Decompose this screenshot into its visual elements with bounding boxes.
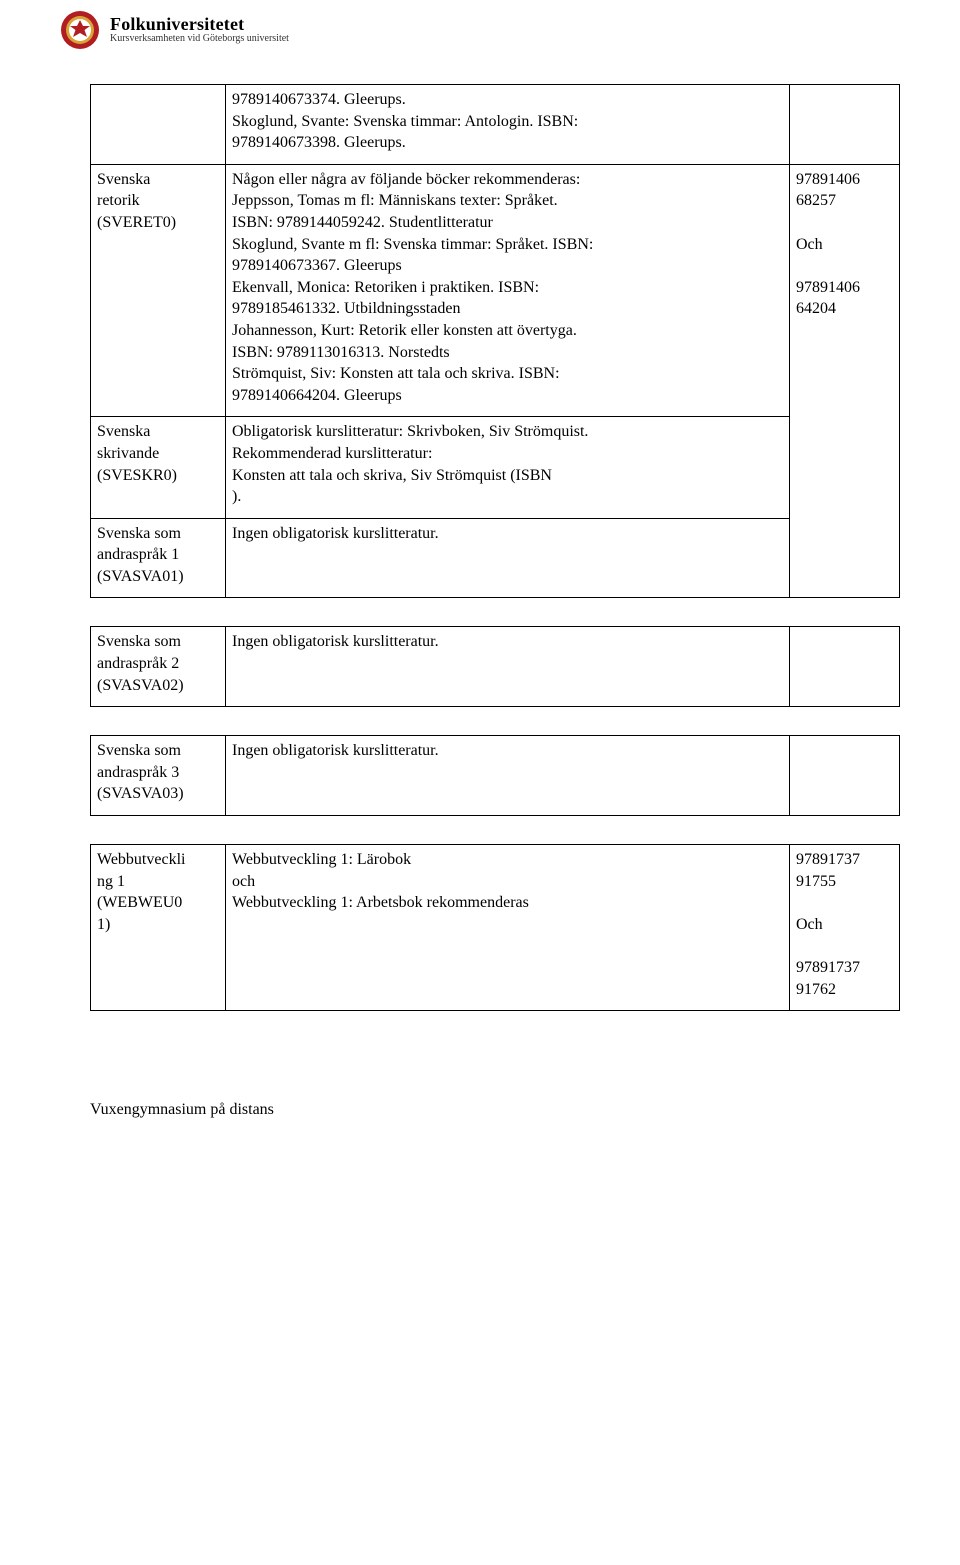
page-footer: Vuxengymnasium på distans [90,1101,900,1119]
literature-table-2: Svenska somandraspråk 2(SVASVA02) Ingen … [90,626,900,707]
course-cell [91,85,226,165]
literature-table-1: 9789140673374. Gleerups.Skoglund, Svante… [90,84,900,598]
isbn-cell [790,85,900,165]
table-row: Svenska somandraspråk 3(SVASVA03) Ingen … [91,736,900,816]
logo-seal-icon [60,10,100,50]
literature-cell: Ingen obligatorisk kurslitteratur. [226,736,790,816]
course-cell: Svenskaretorik(SVERET0) [91,164,226,417]
table-row: Webbutveckling 1(WEBWEU01) Webbutvecklin… [91,845,900,1011]
page-header: Folkuniversitetet Kursverksamheten vid G… [0,0,960,56]
literature-cell: 9789140673374. Gleerups.Skoglund, Svante… [226,85,790,165]
table-row: Svenskaskrivande(SVESKR0) Obligatorisk k… [91,417,900,518]
isbn-cell [790,736,900,816]
literature-cell: Ingen obligatorisk kurslitteratur. [226,518,790,598]
literature-table-4: Webbutveckling 1(WEBWEU01) Webbutvecklin… [90,844,900,1011]
table-row: 9789140673374. Gleerups.Skoglund, Svante… [91,85,900,165]
page-body: 9789140673374. Gleerups.Skoglund, Svante… [0,84,960,1159]
isbn-cell [790,627,900,707]
table-row: Svenska somandraspråk 2(SVASVA02) Ingen … [91,627,900,707]
logo-text: Folkuniversitetet Kursverksamheten vid G… [110,15,289,44]
table-row: Svenska somandraspråk 1(SVASVA01) Ingen … [91,518,900,598]
isbn-cell: 9789140668257Och9789140664204 [790,164,900,598]
course-cell: Svenska somandraspråk 1(SVASVA01) [91,518,226,598]
course-cell: Svenska somandraspråk 2(SVASVA02) [91,627,226,707]
literature-cell: Någon eller några av följande böcker rek… [226,164,790,417]
brand-subtitle: Kursverksamheten vid Göteborgs universit… [110,34,289,45]
literature-cell: Webbutveckling 1: LärobokochWebbutveckli… [226,845,790,1011]
literature-table-3: Svenska somandraspråk 3(SVASVA03) Ingen … [90,735,900,816]
course-cell: Svenska somandraspråk 3(SVASVA03) [91,736,226,816]
course-cell: Svenskaskrivande(SVESKR0) [91,417,226,518]
literature-cell: Obligatorisk kurslitteratur: Skrivboken,… [226,417,790,518]
brand-name: Folkuniversitetet [110,15,289,34]
course-cell: Webbutveckling 1(WEBWEU01) [91,845,226,1011]
literature-cell: Ingen obligatorisk kurslitteratur. [226,627,790,707]
table-row: Svenskaretorik(SVERET0) Någon eller någr… [91,164,900,417]
isbn-cell: 9789173791755Och9789173791762 [790,845,900,1011]
